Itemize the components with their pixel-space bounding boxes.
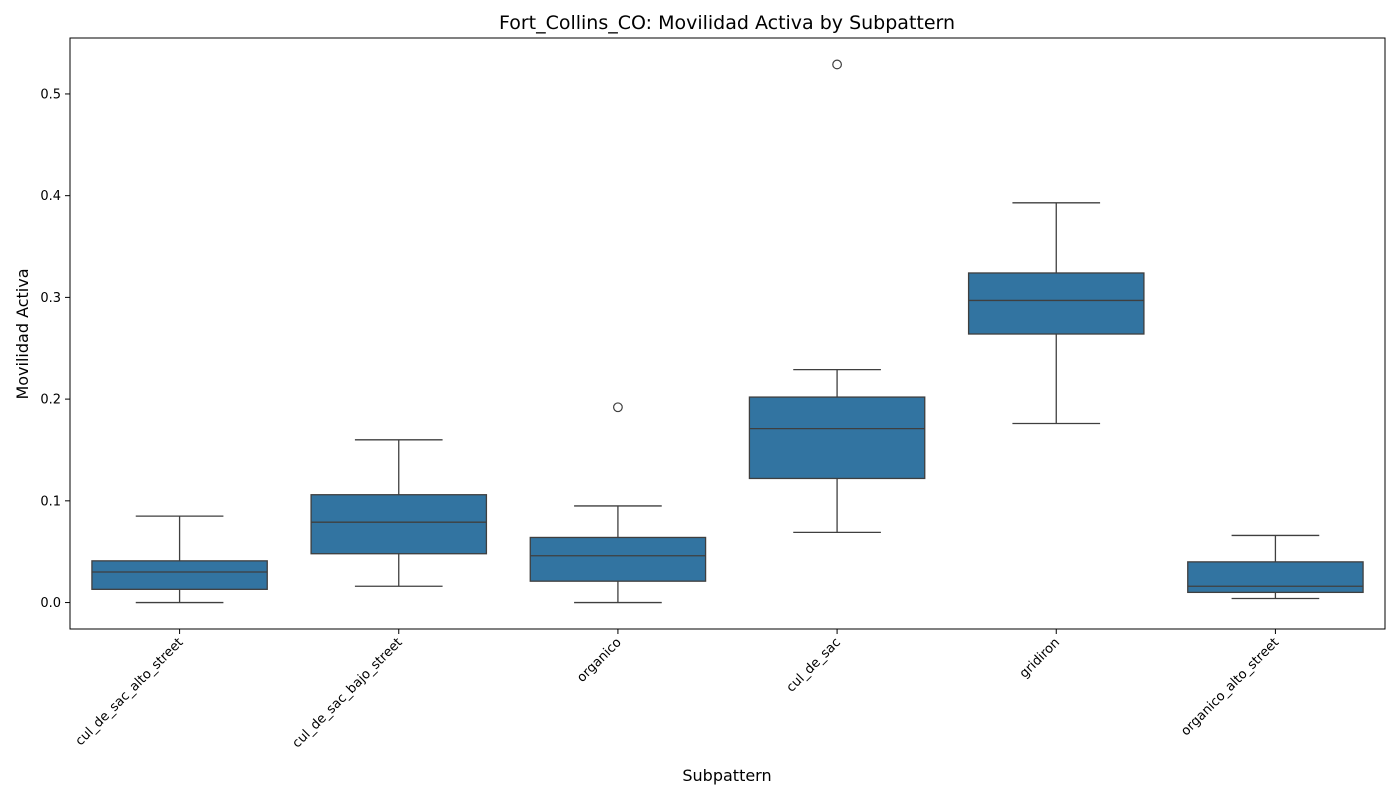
box-cul_de_sac_bajo_street [310,494,488,555]
plot-area: 0.0 0.1 0.2 0.3 0.4 0.5 cul_de_sac_alto_street… [40,37,1386,751]
y-tick-label: 0.5 [40,87,61,102]
x-tick-label: organico_alto_street [1178,635,1282,739]
y-tick-label: 0.2 [40,393,61,408]
x-tick-label: cul_de_sac_bajo_street [290,635,406,751]
x-tick-label: gridiron [1017,635,1063,681]
box-organico [529,536,707,582]
plot-frame [69,37,1386,630]
y-axis-title: Movilidad Activa [13,268,32,399]
y-tick-label: 0.1 [40,494,61,509]
y-tick-label: 0.0 [40,596,61,611]
x-axis-title: Subpattern [682,766,771,785]
chart-title: Fort_Collins_CO: Movilidad Activa by Sub… [499,12,955,34]
outlier-point [613,402,623,413]
x-tick-label: organico [574,635,624,685]
x-tick-label: cul_de_sac_alto_street [73,635,187,749]
x-tick-label: cul_de_sac [784,635,844,695]
box-organico_alto_street [1187,561,1364,594]
box-gridiron [967,272,1145,335]
box-cul_de_sac_alto_street [91,560,268,590]
y-tick-label: 0.4 [40,189,61,204]
y-tick-label: 0.3 [40,291,61,306]
outlier-point [832,59,842,70]
box-cul_de_sac [748,396,926,480]
